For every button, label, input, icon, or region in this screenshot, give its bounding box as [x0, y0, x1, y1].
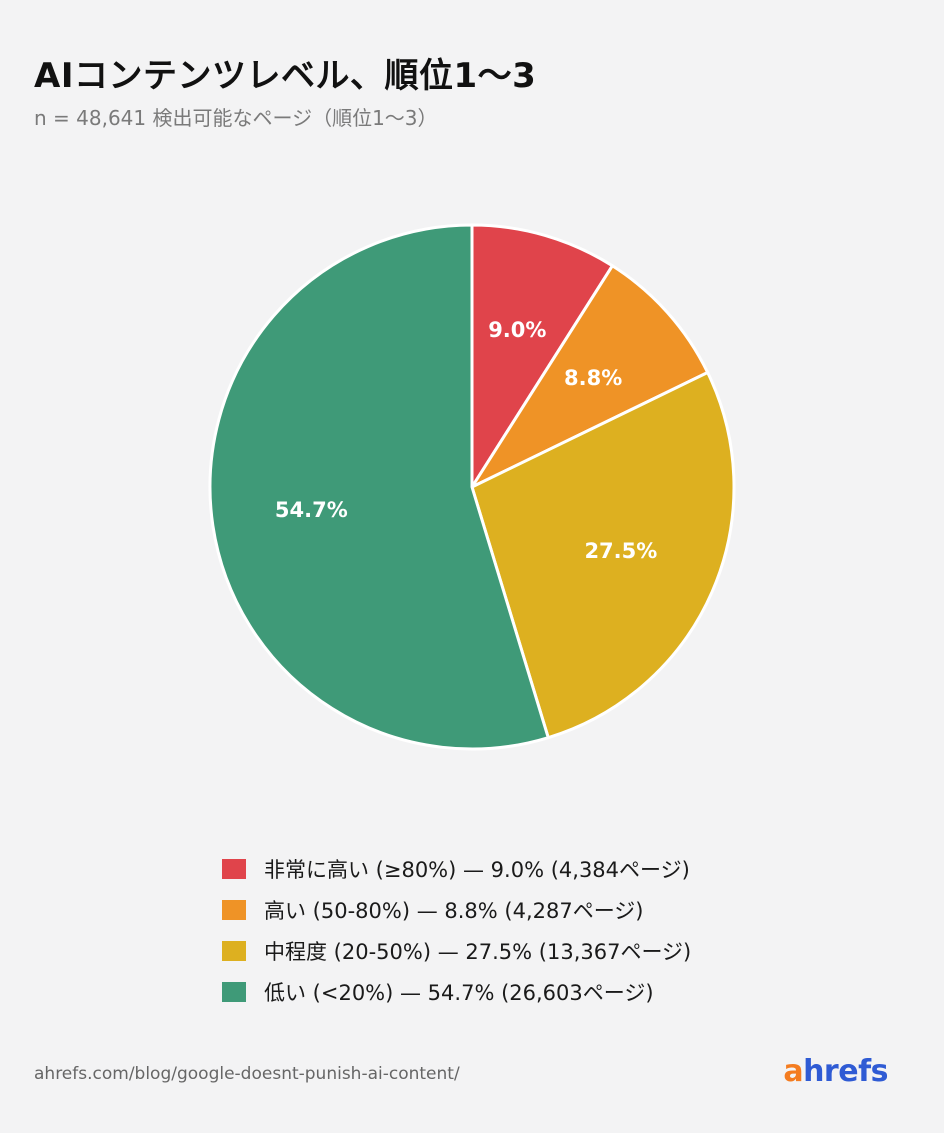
slice-medium: [470, 370, 736, 740]
chart-subtitle: n = 48,641 検出可能なページ（順位1〜3）: [34, 106, 438, 130]
legend-swatch: [222, 940, 246, 961]
legend-item-low: 低い (<20%) — 54.7% (26,603ページ): [222, 971, 691, 1012]
legend-label: 高い (50-80%) — 8.8% (4,287ページ): [264, 898, 644, 923]
legend-item-high: 高い (50-80%) — 8.8% (4,287ページ): [222, 889, 691, 930]
legend-item-very-high: 非常に高い (≥80%) — 9.0% (4,384ページ): [222, 848, 691, 889]
legend-swatch: [222, 981, 246, 1002]
legend-label: 非常に高い (≥80%) — 9.0% (4,384ページ): [264, 857, 690, 882]
legend-label: 低い (<20%) — 54.7% (26,603ページ): [264, 980, 654, 1005]
slice-data-label: 8.8%: [564, 366, 622, 390]
ahrefs-logo: ahrefs: [783, 1054, 888, 1089]
legend-item-medium: 中程度 (20-50%) — 27.5% (13,367ページ): [222, 930, 691, 971]
logo-letter-a: a: [783, 1054, 804, 1089]
legend-label: 中程度 (20-50%) — 27.5% (13,367ページ): [264, 939, 692, 964]
logo-letters-hrefs: hrefs: [803, 1054, 888, 1089]
slice-very-high: [470, 223, 614, 489]
slice-low: [208, 223, 550, 751]
slice-high: [470, 264, 710, 489]
legend-swatch: [222, 858, 246, 879]
legend-swatch: [222, 899, 246, 920]
source-url: ahrefs.com/blog/google-doesnt-punish-ai-…: [34, 1064, 460, 1084]
legend: 非常に高い (≥80%) — 9.0% (4,384ページ) 高い (50-80…: [222, 848, 691, 1012]
chart-title: AIコンテンツレベル、順位1〜3: [34, 56, 537, 96]
slice-data-label: 54.7%: [275, 498, 348, 522]
slice-data-label: 27.5%: [584, 539, 657, 563]
pie-chart: 9.0% 8.8% 27.5% 54.7%: [208, 223, 736, 751]
slice-data-label: 9.0%: [488, 318, 546, 342]
